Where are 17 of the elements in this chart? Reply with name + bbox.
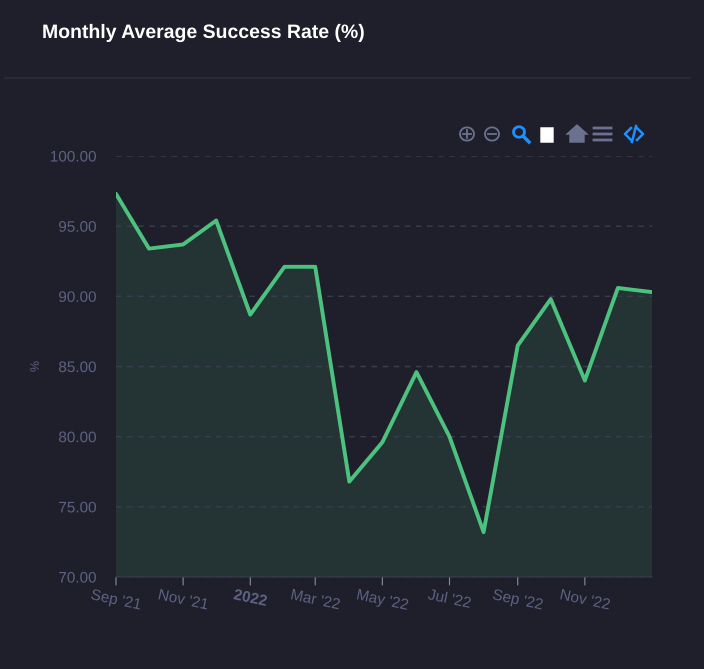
y-tick-label: 90.00 [59,291,96,302]
x-tick-label: May '22 [356,588,409,613]
y-tick-label: 95.00 [59,221,96,232]
x-tick-label: 2022 [233,588,268,606]
y-tick-label: 100.00 [50,150,96,162]
y-tick-label: 80.00 [58,432,96,442]
x-tick-label: Sep '22 [492,588,544,613]
x-tick-label: Jul '22 [428,588,472,608]
x-tick-label: Mar '22 [290,588,341,610]
y-tick-label: 70.00 [59,572,96,583]
chart-title: Monthly Average Success Rate (%) [43,24,364,42]
y-tick-label: 75.00 [59,502,96,513]
y-axis-title: % [30,361,39,372]
x-tick-label: Nov '21 [158,588,209,610]
x-tick-label: Nov '22 [560,588,611,610]
y-tick-label: 85.00 [58,361,96,372]
x-tick-label: Sep '21 [90,588,142,613]
